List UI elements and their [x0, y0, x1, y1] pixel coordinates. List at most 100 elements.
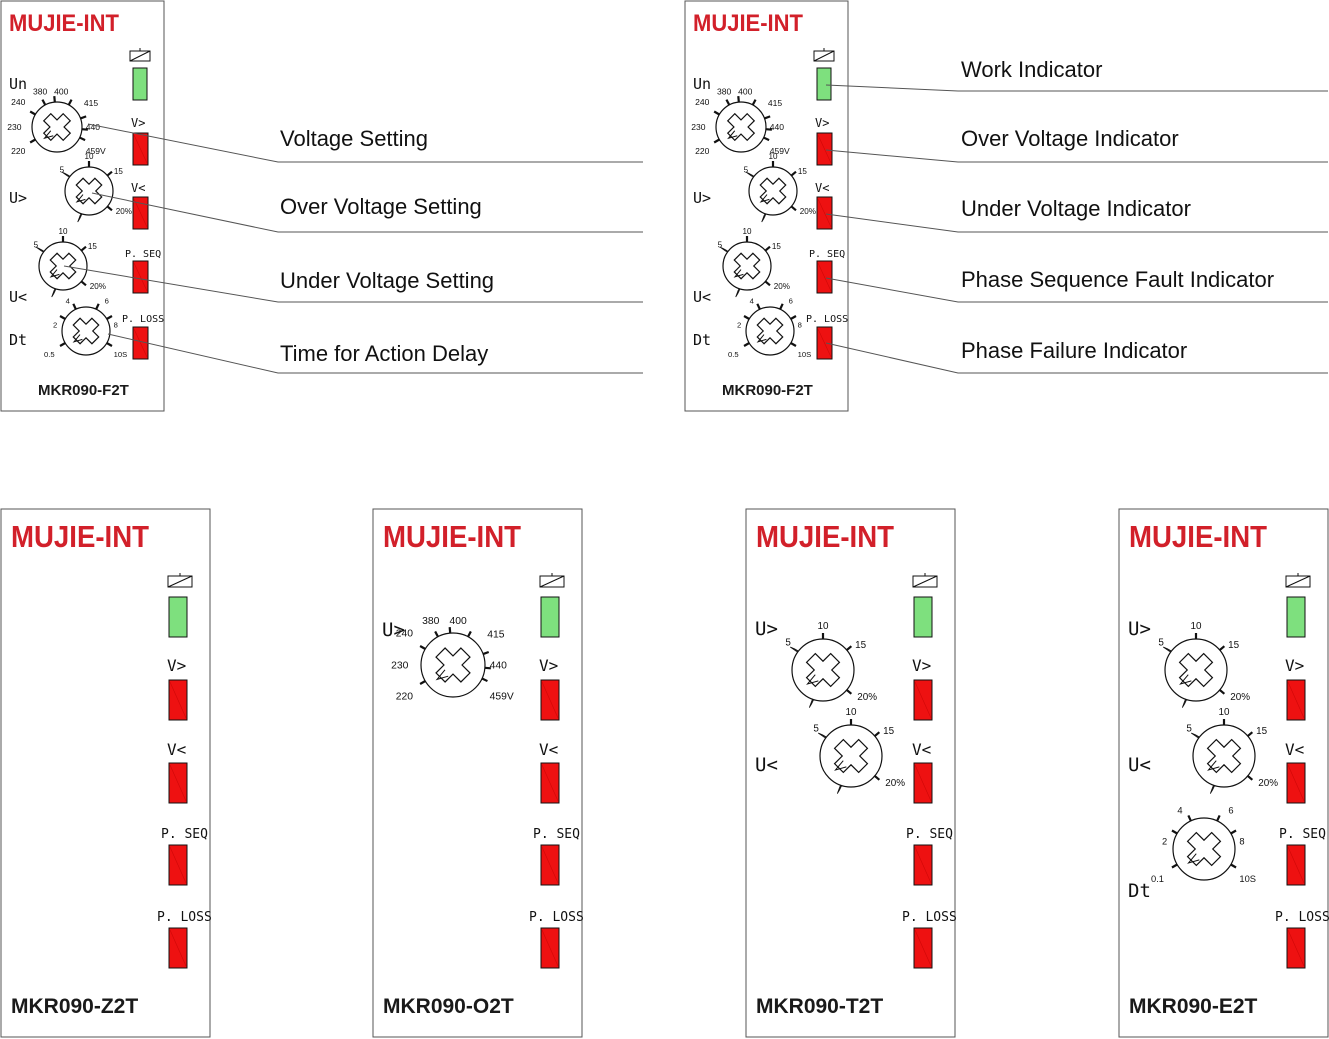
- tick-15: 15: [1256, 726, 1267, 737]
- callout-line: [825, 342, 1328, 374]
- label-u-over: U>: [693, 189, 711, 207]
- tick-5: 5: [813, 724, 819, 735]
- tick-10: 10: [59, 227, 69, 236]
- device-panel-e2t: MUJIE-INT V> V< P. SEQ P. LOSS MKR090-E2T U> 5 1…: [1118, 508, 1329, 1038]
- dial-cross-grip: [1206, 738, 1242, 774]
- tick-230: 230: [7, 122, 22, 132]
- work-led: [132, 67, 148, 101]
- tick-20pct: 20%: [90, 282, 106, 291]
- device-panel-o2t: MUJIE-INT V> V< P. SEQ P. LOSS MKR090-O2T U>24…: [372, 508, 584, 1038]
- dial-cross-grip: [42, 112, 72, 142]
- model-label: MKR090-E2T: [1129, 995, 1258, 1018]
- dial-tick: [80, 115, 87, 120]
- tick-5: 5: [1158, 638, 1164, 649]
- tick-240: 240: [11, 97, 26, 107]
- label-v-over: V>: [912, 656, 931, 675]
- label-p-loss: P. LOSS: [122, 314, 164, 325]
- dial-tick: [41, 99, 47, 106]
- dial-pointer: [75, 194, 86, 203]
- dial-tick: [743, 342, 750, 347]
- dial-tick: [106, 205, 113, 212]
- relay-coil-slash: [1285, 575, 1311, 588]
- tick-220: 220: [11, 146, 26, 156]
- label-v-under: V<: [912, 740, 931, 759]
- tick-230: 230: [691, 122, 706, 132]
- dial-cross-grip: [75, 177, 103, 205]
- label-p-loss: P. LOSS: [902, 910, 957, 925]
- phase-loss-led-glare: [1287, 929, 1305, 967]
- label-u-over: U>: [755, 618, 778, 640]
- label-v-under: V<: [131, 181, 145, 195]
- callout-text: Over Voltage Indicator: [961, 126, 1179, 151]
- tick-10S: 10S: [1239, 874, 1256, 884]
- tick-415: 415: [487, 630, 505, 641]
- tick-20pct: 20%: [857, 692, 877, 703]
- dial-tick: [1247, 775, 1254, 781]
- callout-setting: Voltage Setting: [87, 123, 643, 163]
- tick-10: 10: [1219, 707, 1230, 718]
- tick-min: 0.5: [728, 350, 739, 359]
- dial-cross-grip: [49, 252, 77, 280]
- dial-pointer: [43, 130, 54, 140]
- relay-coil-slash: [813, 50, 835, 62]
- label-v-under: V<: [1285, 740, 1304, 759]
- label-u-over: U>: [9, 189, 27, 207]
- tick-15: 15: [772, 242, 782, 251]
- phase-loss-led-glare: [817, 328, 832, 358]
- callout-text: Time for Action Delay: [280, 341, 488, 366]
- tick-2: 2: [737, 320, 741, 329]
- dial-tick: [106, 170, 113, 177]
- under-voltage-led-glare: [914, 764, 932, 802]
- label-u-under: U<: [755, 754, 778, 776]
- tick-min: 0.1: [1151, 874, 1164, 884]
- under-voltage-led-glare: [169, 764, 187, 802]
- dial-pointer: [834, 760, 847, 771]
- tick-10: 10: [846, 707, 857, 718]
- work-led: [168, 596, 188, 638]
- tick-2: 2: [53, 320, 57, 329]
- callout-text: Over Voltage Setting: [280, 194, 482, 219]
- tick-15: 15: [88, 242, 98, 251]
- dial-pointer: [727, 130, 738, 140]
- dial-tick: [764, 245, 771, 252]
- dial-tick: [106, 315, 113, 320]
- dial-pointer: [756, 334, 767, 343]
- label-v-over: V>: [1285, 656, 1304, 675]
- under-voltage-led-glare: [817, 198, 832, 228]
- tick-8: 8: [1239, 837, 1244, 847]
- tick-8: 8: [114, 320, 118, 329]
- dial-tick: [846, 689, 853, 695]
- callout-line: [825, 277, 1328, 303]
- tick-400: 400: [738, 86, 753, 96]
- tick-min: 0.5: [44, 350, 55, 359]
- dial-tick: [751, 99, 757, 106]
- phase-seq-led-glare: [541, 846, 559, 884]
- callout-indicator: Phase Failure Indicator: [825, 338, 1328, 374]
- label-p-seq: P. SEQ: [125, 249, 161, 260]
- label-p-seq: P. SEQ: [809, 249, 845, 260]
- dial-tick: [1230, 863, 1237, 869]
- label-un: Un: [693, 75, 711, 93]
- dial-tick: [29, 110, 36, 116]
- label-v-under: V<: [815, 181, 829, 195]
- phase-seq-led-glare: [133, 262, 148, 292]
- tick-15: 15: [883, 726, 894, 737]
- brand-logo: MUJIE-INT: [693, 10, 803, 37]
- dial-pointer: [1179, 674, 1192, 685]
- callout-line: [825, 84, 1328, 92]
- label-u-over: U>: [382, 619, 405, 641]
- brand-logo: MUJIE-INT: [1129, 519, 1267, 554]
- dial-tick: [59, 342, 66, 347]
- dial-tick: [448, 627, 452, 634]
- over-voltage-led-glare: [541, 681, 559, 719]
- tick-10S: 10S: [798, 350, 812, 359]
- dial-tick: [1216, 815, 1221, 822]
- tick-5: 5: [785, 638, 791, 649]
- callout-line: [91, 192, 643, 233]
- callout-indicator: Work Indicator: [825, 57, 1328, 92]
- tick-15: 15: [114, 167, 124, 176]
- device-panel-t2t: MUJIE-INT V> V< P. SEQ P. LOSS MKR090-T2T U> 5 1…: [745, 508, 957, 1038]
- dial-cross-grip: [435, 647, 471, 683]
